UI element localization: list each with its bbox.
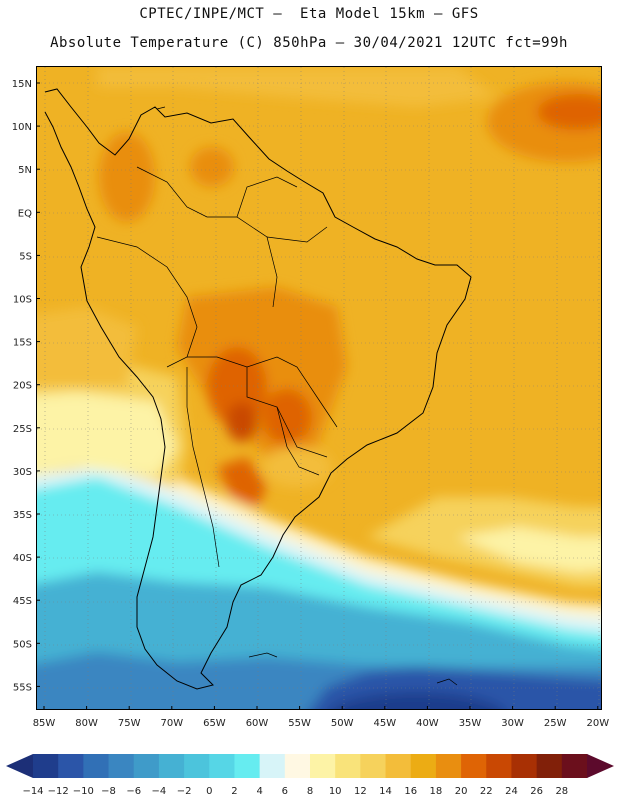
colorbar-label: 14 [379, 786, 392, 797]
colorbar-label: 6 [282, 786, 288, 797]
lon-tick-label: 60W [246, 718, 269, 729]
colorbar-swatch [33, 754, 59, 778]
lat-tick-label: 45S [13, 596, 32, 607]
lon-tick-label: 40W [416, 718, 439, 729]
lon-tick-label: 45W [373, 718, 396, 729]
colorbar-label: −12 [48, 786, 69, 797]
colorbar-swatch [209, 754, 235, 778]
colorbar: −14 −12 −10 −8 −6 −4 −2 0 2 4 6 8 10 12 14 16 18 20 22 24 26… [6, 754, 614, 797]
temperature-map [36, 66, 602, 710]
lat-tick-label: 15S [13, 338, 32, 349]
lat-tick-label: 10S [13, 295, 32, 306]
colorbar-high-arrow [587, 754, 614, 778]
colorbar-label: 8 [307, 786, 313, 797]
lat-tick-label: 5S [19, 251, 32, 262]
lon-tick-label: 65W [203, 718, 226, 729]
coastline [44, 88, 472, 690]
lat-tick-label: EQ [18, 208, 32, 219]
colorbar-label: 26 [530, 786, 543, 797]
colorbar-swatch [410, 754, 437, 778]
colorbar-low-arrow [6, 754, 33, 778]
lon-tick-label: 50W [331, 718, 354, 729]
colorbar-swatch [561, 754, 588, 778]
lat-tick-label: 25S [13, 424, 32, 435]
colorbar-label: 0 [206, 786, 212, 797]
colorbar-label: 22 [480, 786, 493, 797]
colorbar-swatch [360, 754, 387, 778]
colorbar-swatch [259, 754, 286, 778]
colorbar-swatch [234, 754, 261, 778]
lon-tick-label: 55W [288, 718, 311, 729]
colorbar-swatch [435, 754, 462, 778]
colorbar-swatch [536, 754, 563, 778]
lat-tick-label: 50S [13, 639, 32, 650]
colorbar-swatch [385, 754, 412, 778]
lon-tick-label: 30W [501, 718, 524, 729]
colorbar-swatch [284, 754, 311, 778]
lat-tick-label: 20S [13, 381, 32, 392]
lon-tick-label: 80W [75, 718, 98, 729]
islands [156, 106, 458, 686]
colorbar-label: −6 [126, 786, 141, 797]
lat-tick-label: 35S [13, 510, 32, 521]
colorbar-label: −14 [22, 786, 43, 797]
lat-tick-label: 40S [13, 553, 32, 564]
lon-tick-label: 85W [33, 718, 56, 729]
colorbar-swatch [310, 754, 336, 778]
colorbar-swatch [83, 754, 110, 778]
colorbar-label: −4 [152, 786, 167, 797]
lat-lon-grid [37, 67, 601, 709]
lat-tick-label: 15N [12, 79, 32, 90]
colorbar-swatch [511, 754, 538, 778]
lon-tick-label: 75W [118, 718, 141, 729]
country-borders [96, 166, 338, 568]
lon-tick-label: 20W [586, 718, 609, 729]
lat-tick-label: 30S [13, 467, 32, 478]
colorbar-label: 12 [354, 786, 367, 797]
colorbar-label: 24 [505, 786, 518, 797]
colorbar-swatch [58, 754, 84, 778]
colorbar-label: −8 [101, 786, 116, 797]
field-bands [37, 67, 601, 709]
colorbar-swatch [184, 754, 210, 778]
colorbar-label: 20 [455, 786, 468, 797]
lon-tick-label: 70W [160, 718, 183, 729]
lon-tick-label: 35W [459, 718, 482, 729]
colorbar-label: 18 [430, 786, 443, 797]
colorbar-swatch [461, 754, 487, 778]
colorbar-swatch [335, 754, 361, 778]
colorbar-swatch [158, 754, 185, 778]
map-field [37, 67, 601, 709]
lat-tick-label: 5N [18, 165, 32, 176]
colorbar-label: 2 [231, 786, 237, 797]
colorbar-swatch [133, 754, 160, 778]
colorbar-label: 4 [256, 786, 262, 797]
lat-tick-label: 10N [12, 122, 32, 133]
colorbar-swatch [108, 754, 135, 778]
colorbar-swatch [486, 754, 512, 778]
colorbar-label: 28 [555, 786, 568, 797]
title-line-1: CPTEC/INPE/MCT – Eta Model 15km – GFS [139, 6, 479, 22]
lat-tick-label: 55S [13, 682, 32, 693]
colorbar-label: 10 [329, 786, 342, 797]
colorbar-label: 16 [404, 786, 417, 797]
colorbar-label: −10 [73, 786, 94, 797]
lon-tick-label: 25W [544, 718, 567, 729]
colorbar-label: −2 [177, 786, 192, 797]
title-line-2: Absolute Temperature (C) 850hPa – 30/04/… [50, 35, 568, 51]
